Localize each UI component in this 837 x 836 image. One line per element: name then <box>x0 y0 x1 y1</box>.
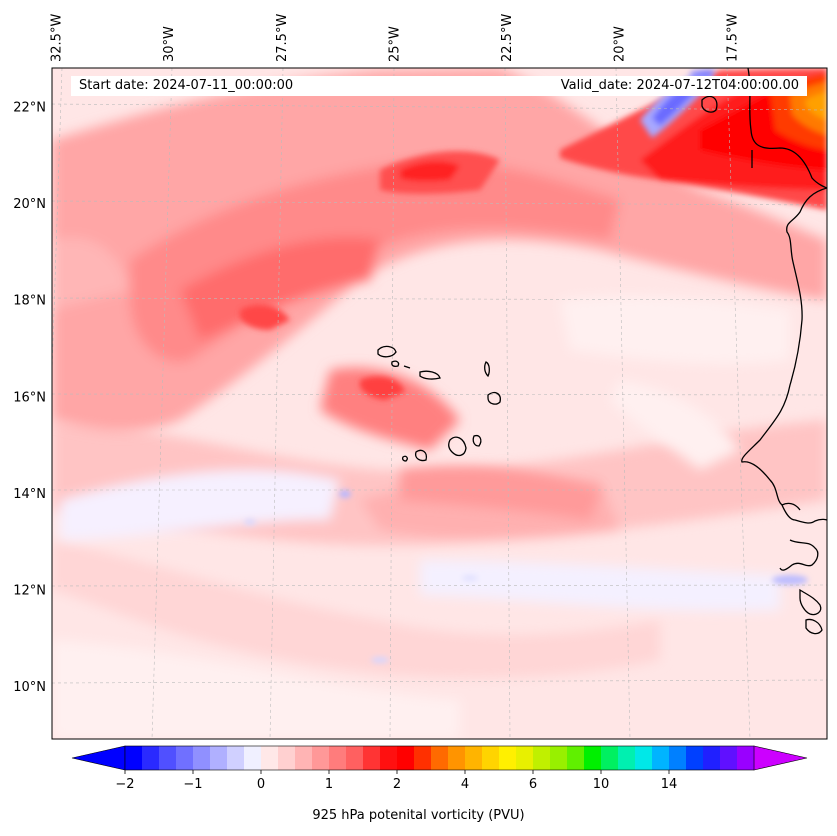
lon-label: 25°W <box>387 26 402 62</box>
colorbar-tick-label: 0 <box>257 777 265 792</box>
colorbar-swatch <box>125 746 143 770</box>
colorbar-tick-label: 10 <box>593 777 610 792</box>
longitude-labels: 32.5°W 30°W 27.5°W 25°W 22.5°W 20°W 17.5°W <box>50 14 741 62</box>
island-maio <box>472 434 482 447</box>
island-sao-nicolau <box>419 370 441 380</box>
colorbar-swatch <box>210 746 228 770</box>
colorbar-frame <box>124 745 755 771</box>
colorbar-extend-high <box>753 745 808 771</box>
colorbar-swatch <box>312 746 330 770</box>
colorbar-tick-label: 6 <box>529 777 537 792</box>
colorbar-swatch <box>159 746 177 770</box>
colorbar-swatch <box>346 746 364 770</box>
lon-label: 22.5°W <box>500 14 515 62</box>
island-santa-luzia <box>403 365 411 369</box>
island-fogo <box>414 449 428 462</box>
colorbar-swatch <box>635 746 653 770</box>
colorbar-swatch <box>720 746 738 770</box>
colorbar-swatch <box>618 746 636 770</box>
colorbar-swatch <box>142 746 160 770</box>
colorbar-tick-label: −2 <box>115 777 134 792</box>
colorbar-swatch <box>652 746 670 770</box>
island-brava <box>401 455 408 462</box>
colorbar <box>71 745 808 771</box>
coast-guinea-islands <box>805 618 823 635</box>
colorbar-tick-label: 2 <box>393 777 401 792</box>
colorbar-swatch <box>448 746 466 770</box>
lat-label: 22°N <box>13 101 46 116</box>
colorbar-label: 925 hPa potenital vorticity (PVU) <box>312 808 525 823</box>
lat-label: 16°N <box>13 390 46 405</box>
island-sal <box>484 361 490 378</box>
lon-label: 17.5°W <box>725 14 740 62</box>
colorbar-swatch <box>329 746 347 770</box>
colorbar-swatch <box>414 746 432 770</box>
field-strong <box>240 68 827 400</box>
graticule <box>52 68 827 739</box>
start-date-text: Start date: 2024-07-11_00:00:00 <box>79 78 294 93</box>
colorbar-swatch <box>465 746 483 770</box>
colorbar-swatch <box>278 746 296 770</box>
map-frame <box>51 67 828 740</box>
colorbar-swatch <box>686 746 704 770</box>
colorbar-swatch <box>397 746 415 770</box>
colorbar-swatch <box>295 746 313 770</box>
colorbar-swatch <box>176 746 194 770</box>
colorbar-tick-label: 14 <box>661 777 678 792</box>
colorbar-swatch <box>601 746 619 770</box>
lon-label: 20°W <box>613 26 628 62</box>
lon-label: 30°W <box>162 26 177 62</box>
colorbar-swatch <box>567 746 585 770</box>
coast-island-north <box>701 95 718 113</box>
lon-label: 27.5°W <box>275 14 290 62</box>
island-boa-vista <box>487 391 501 405</box>
lat-label: 12°N <box>13 583 46 598</box>
colorbar-swatch <box>227 746 245 770</box>
island-santiago <box>448 436 467 457</box>
colorbar-swatch <box>703 746 721 770</box>
colorbar-swatch <box>380 746 398 770</box>
colorbar-swatch <box>550 746 568 770</box>
lat-label: 10°N <box>13 680 46 695</box>
latitude-labels: 22°N 20°N 18°N 16°N 14°N 12°N 10°N <box>13 101 46 695</box>
date-info-bar: Start date: 2024-07-11_00:00:00 Valid_da… <box>71 76 807 96</box>
colorbar-swatch <box>516 746 534 770</box>
colorbar-ticks: −2 −1 0 1 2 4 6 10 14 <box>115 770 677 792</box>
colorbar-extend-low <box>71 745 126 771</box>
colorbar-swatch <box>669 746 687 770</box>
colorbar-swatch <box>584 746 602 770</box>
lat-label: 18°N <box>13 294 46 309</box>
island-sao-vicente <box>391 360 400 368</box>
coastline <box>377 68 827 635</box>
colorbar-swatch <box>431 746 449 770</box>
colorbar-tick-label: 1 <box>325 777 333 792</box>
colorbar-tick-label: 4 <box>461 777 469 792</box>
coast-west-africa <box>741 187 827 524</box>
colorbar-swatch <box>499 746 517 770</box>
coast-cape-verde-peninsula <box>781 502 801 511</box>
lat-label: 20°N <box>13 197 46 212</box>
island-santo-antao <box>377 345 397 358</box>
colorbar-swatch <box>261 746 279 770</box>
valid-date-text: Valid_date: 2024-07-12T04:00:00.00 <box>560 78 799 93</box>
colorbar-swatch <box>193 746 211 770</box>
colorbar-swatch <box>363 746 381 770</box>
lat-label: 14°N <box>13 487 46 502</box>
coast-guinea-bissau <box>779 539 819 571</box>
lon-label: 32.5°W <box>50 14 65 62</box>
coast-bijagos <box>799 588 822 616</box>
colorbar-tick-label: −1 <box>183 777 202 792</box>
colorbar-swatch <box>737 746 755 770</box>
pv-field <box>52 68 827 739</box>
coast-mauritania-north <box>747 68 827 189</box>
colorbar-swatch <box>482 746 500 770</box>
colorbar-swatch <box>533 746 551 770</box>
colorbar-swatch <box>244 746 262 770</box>
